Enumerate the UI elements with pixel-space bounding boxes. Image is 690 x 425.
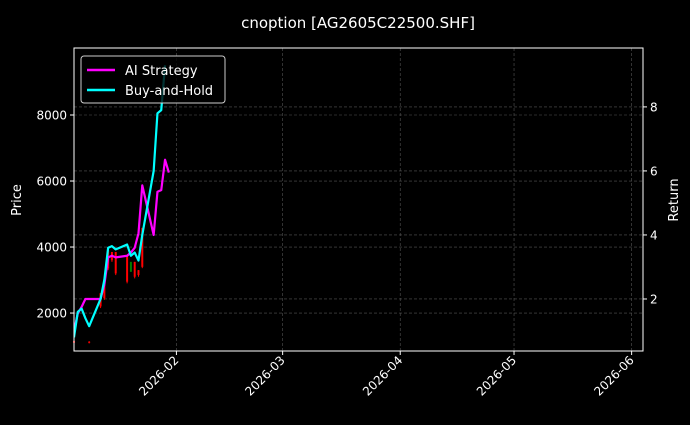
y-right-tick-label: 8 xyxy=(650,100,658,114)
y-tick-label: 6000 xyxy=(36,175,67,189)
series-line-ai-strategy xyxy=(74,158,170,332)
legend-label-buy-and-hold: Buy-and-Hold xyxy=(125,84,213,99)
candle-body xyxy=(88,341,91,343)
legend-frame xyxy=(80,55,226,104)
y-right-tick-label: 2 xyxy=(650,292,658,306)
candle-body xyxy=(133,261,136,277)
legend: AI Strategy Buy-and-Hold xyxy=(80,55,226,104)
candle-body xyxy=(114,251,117,274)
y-right-tick-label: 6 xyxy=(650,164,658,178)
y-axis-left: 2000 4000 6000 8000 xyxy=(36,109,74,321)
axes-frame xyxy=(73,47,644,352)
candle-body xyxy=(141,227,144,267)
y-tick-label: 2000 xyxy=(36,307,67,321)
series-line-buy-and-hold xyxy=(74,65,167,338)
candle-body xyxy=(126,255,129,282)
series-lines xyxy=(74,65,170,338)
candle-body xyxy=(129,261,132,272)
legend-label-ai-strategy: AI Strategy xyxy=(125,64,198,79)
y-right-tick-label: 4 xyxy=(650,228,658,242)
y-axis-label: Price xyxy=(10,184,25,216)
y-axis-right-label: Return xyxy=(667,178,682,221)
y-axis-right: 2 4 6 8 xyxy=(643,100,658,306)
chart-title: cnoption [AG2605C22500.SHF] xyxy=(241,14,475,32)
candle-body xyxy=(137,270,140,276)
y-tick-label: 4000 xyxy=(36,241,67,255)
y-tick-label: 8000 xyxy=(36,109,67,123)
candle-body xyxy=(103,284,106,299)
